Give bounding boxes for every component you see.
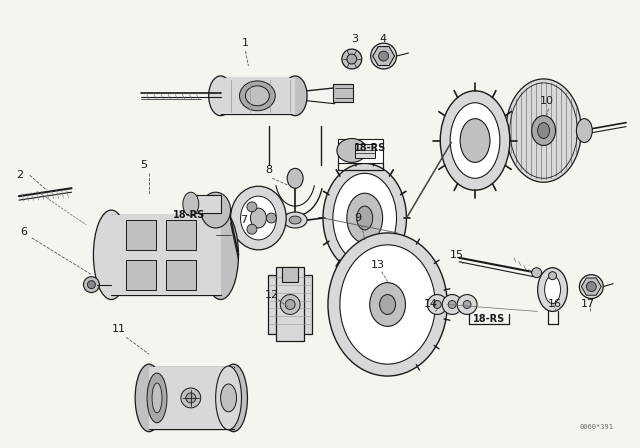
Circle shape [247, 224, 257, 234]
Ellipse shape [220, 364, 248, 432]
Ellipse shape [460, 119, 490, 162]
Ellipse shape [203, 210, 239, 300]
Circle shape [433, 301, 441, 309]
Bar [282, 267, 298, 282]
Ellipse shape [284, 212, 307, 228]
Text: 18-RS: 18-RS [173, 210, 205, 220]
Ellipse shape [93, 210, 129, 300]
Text: 2: 2 [16, 170, 24, 180]
Ellipse shape [532, 116, 556, 146]
Bar [149, 367, 234, 429]
Text: 8: 8 [265, 165, 272, 175]
Ellipse shape [221, 384, 237, 412]
Text: 14: 14 [424, 300, 438, 310]
Bar [126, 260, 156, 289]
Ellipse shape [323, 164, 406, 273]
Circle shape [247, 202, 257, 212]
Ellipse shape [147, 373, 167, 423]
Circle shape [442, 294, 462, 314]
Text: 3: 3 [351, 34, 358, 44]
Ellipse shape [380, 294, 396, 314]
Text: 16: 16 [548, 300, 561, 310]
Bar [333, 84, 353, 102]
Bar [166, 220, 196, 250]
Bar [268, 275, 312, 334]
Ellipse shape [209, 76, 232, 116]
Ellipse shape [440, 91, 510, 190]
Bar [338, 138, 383, 164]
Text: 9: 9 [354, 213, 362, 223]
Circle shape [376, 48, 392, 64]
Circle shape [181, 388, 201, 408]
Text: 4: 4 [379, 34, 386, 44]
Circle shape [428, 294, 447, 314]
Circle shape [371, 43, 397, 69]
Text: 10: 10 [540, 96, 554, 106]
Ellipse shape [135, 364, 163, 432]
Ellipse shape [246, 86, 269, 106]
Bar [126, 220, 156, 250]
Text: 0060*391: 0060*391 [579, 424, 613, 430]
Ellipse shape [337, 138, 367, 162]
Ellipse shape [287, 168, 303, 188]
Bar [166, 260, 196, 289]
Ellipse shape [333, 173, 397, 263]
Circle shape [285, 300, 295, 310]
Polygon shape [581, 278, 601, 295]
Text: 11: 11 [112, 324, 126, 334]
Text: 6: 6 [20, 227, 28, 237]
Ellipse shape [284, 76, 307, 116]
Ellipse shape [183, 192, 199, 216]
Circle shape [532, 268, 541, 278]
Ellipse shape [230, 186, 286, 250]
Circle shape [457, 294, 477, 314]
Text: 7: 7 [240, 215, 247, 225]
Ellipse shape [216, 366, 241, 430]
Text: 15: 15 [450, 250, 464, 260]
Circle shape [280, 294, 300, 314]
Ellipse shape [538, 268, 568, 311]
Ellipse shape [152, 383, 162, 413]
Circle shape [463, 301, 471, 309]
Circle shape [186, 393, 196, 403]
Bar [111, 215, 221, 294]
Polygon shape [372, 47, 394, 65]
Ellipse shape [250, 208, 266, 228]
Ellipse shape [289, 216, 301, 224]
Ellipse shape [201, 192, 230, 228]
Circle shape [88, 280, 95, 289]
Ellipse shape [538, 123, 550, 138]
Circle shape [579, 275, 604, 298]
Text: 5: 5 [141, 160, 148, 170]
Circle shape [83, 277, 99, 293]
Circle shape [548, 271, 557, 280]
Circle shape [342, 49, 362, 69]
Bar [191, 195, 221, 213]
Circle shape [586, 282, 596, 292]
Circle shape [347, 54, 356, 64]
Ellipse shape [340, 245, 435, 364]
Ellipse shape [545, 276, 561, 303]
Ellipse shape [328, 233, 447, 376]
Ellipse shape [506, 79, 581, 182]
Ellipse shape [347, 193, 383, 243]
Ellipse shape [370, 283, 406, 326]
Text: 13: 13 [371, 260, 385, 270]
Text: 12: 12 [265, 289, 280, 300]
Bar [221, 78, 295, 114]
Circle shape [379, 51, 388, 61]
Bar [355, 143, 374, 159]
Text: 1: 1 [242, 38, 249, 48]
Text: 18-RS: 18-RS [473, 314, 505, 324]
Text: 18-RS: 18-RS [353, 143, 386, 154]
Circle shape [448, 301, 456, 309]
Text: 17: 17 [581, 300, 595, 310]
Ellipse shape [450, 103, 500, 178]
Ellipse shape [356, 206, 372, 230]
Bar [276, 267, 304, 341]
Ellipse shape [239, 81, 275, 111]
Circle shape [266, 213, 276, 223]
Ellipse shape [577, 119, 592, 142]
Ellipse shape [241, 196, 276, 240]
